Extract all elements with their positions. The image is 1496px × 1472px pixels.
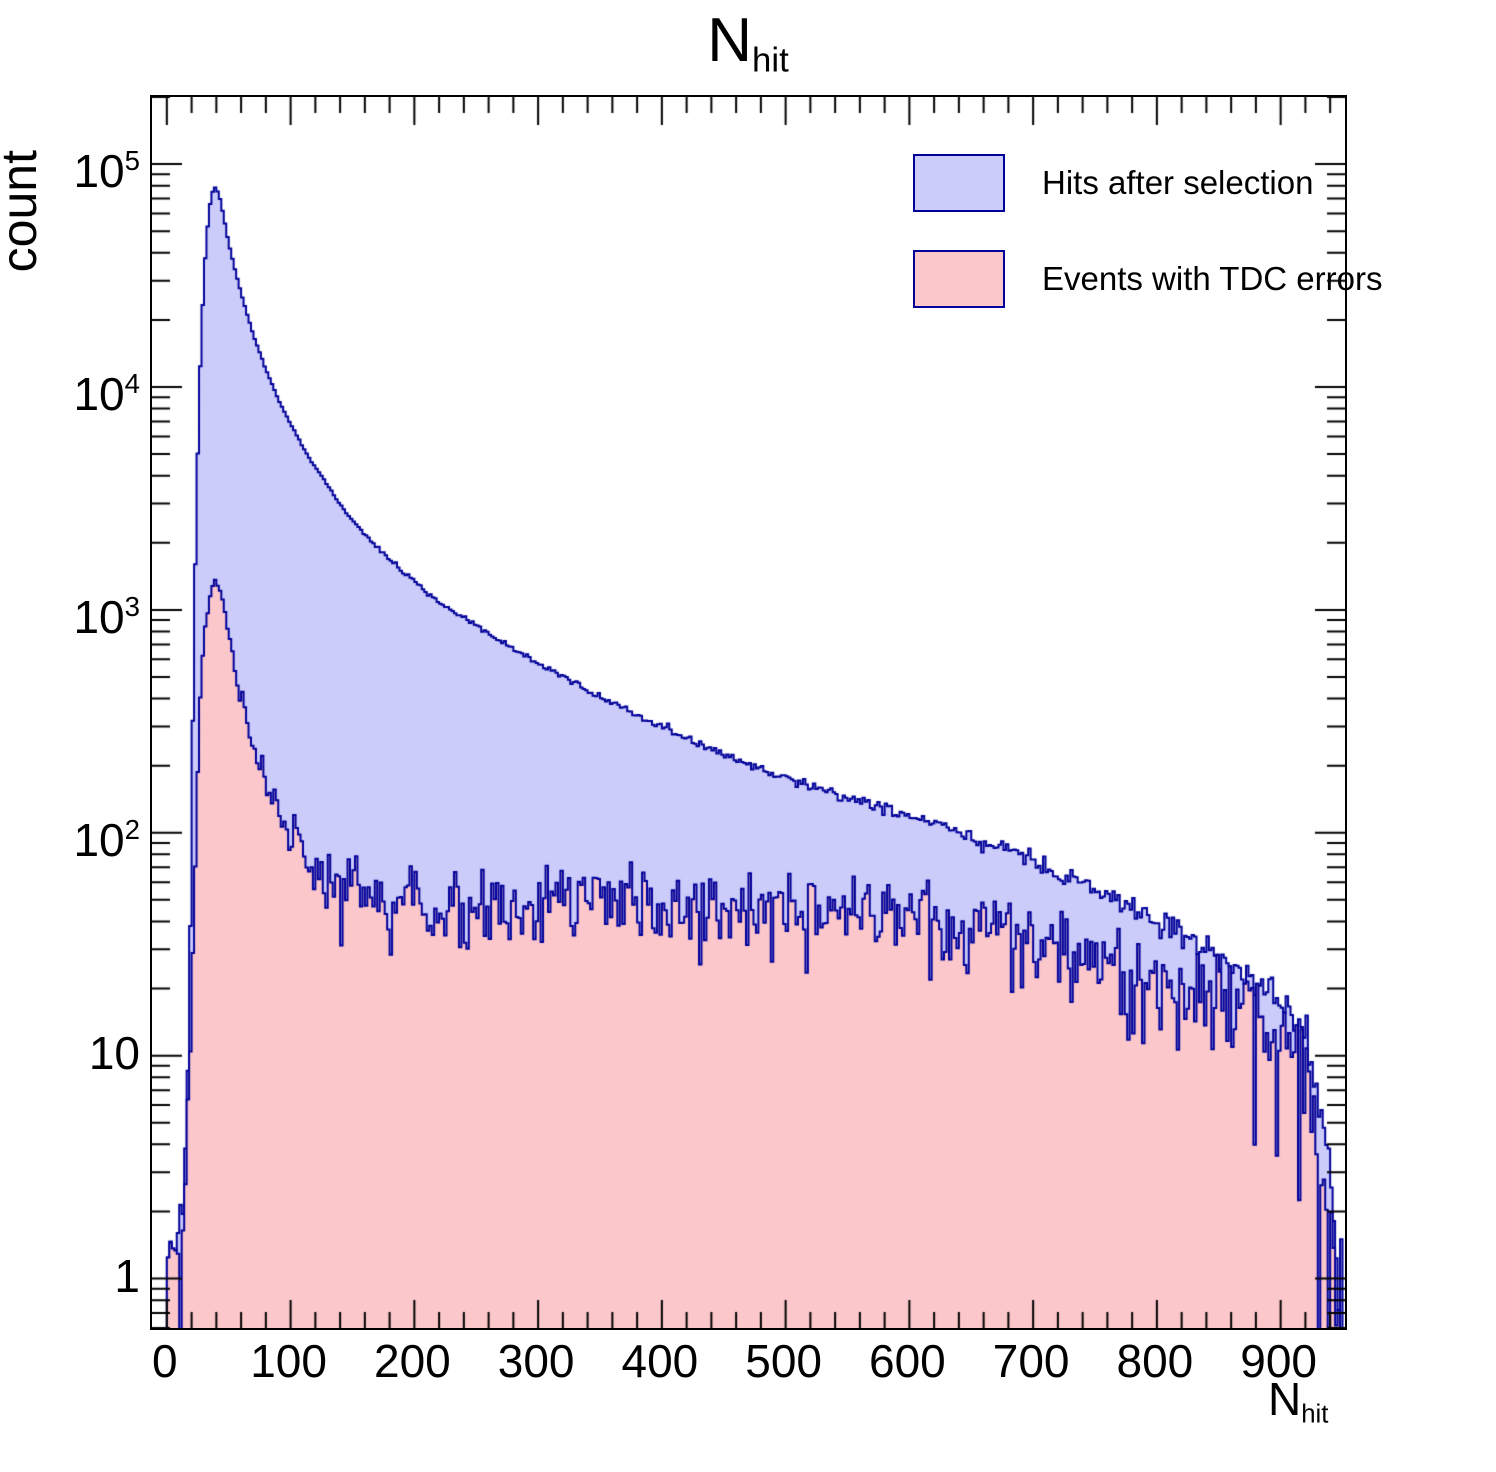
x-axis-title-subscript: hit: [1301, 1400, 1329, 1429]
legend-entry-events-with-tdc-errors: Events with TDC errors: [913, 249, 1382, 309]
x-tick-label: 300: [497, 1335, 575, 1387]
legend-label-hits-after-selection: Hits after selection: [1042, 164, 1314, 201]
y-tick-label: 10: [89, 1030, 140, 1076]
legend-label-events-with-tdc-errors: Events with TDC errors: [1042, 260, 1383, 297]
title-subscript: hit: [752, 41, 789, 80]
x-tick-label: 600: [869, 1335, 946, 1387]
x-tick-label: 200: [373, 1335, 451, 1387]
y-tick-label: 102: [73, 807, 140, 863]
y-tick-mantissa: 10: [73, 590, 125, 643]
y-tick-label: 1: [114, 1253, 140, 1299]
histogram-canvas: [152, 97, 1345, 1328]
y-tick-mantissa: 10: [73, 145, 125, 198]
title-base: N: [707, 6, 753, 75]
x-tick-label: 500: [745, 1335, 822, 1387]
y-tick-label: 104: [73, 361, 140, 417]
legend-swatch-hits-after-selection: [913, 154, 1005, 212]
legend: Hits after selection Events with TDC err…: [913, 153, 1382, 345]
y-tick-exponent: 2: [124, 813, 140, 845]
legend-swatch-events-with-tdc-errors: [913, 250, 1005, 308]
y-tick-mantissa: 10: [73, 368, 125, 421]
page-title: Nhit: [0, 6, 1496, 95]
x-tick-label: 700: [992, 1335, 1070, 1387]
x-tick-label: 900: [1240, 1335, 1318, 1387]
plot-frame: [150, 95, 1347, 1330]
y-tick-exponent: 5: [124, 145, 140, 177]
y-tick-exponent: 4: [124, 367, 140, 399]
x-axis-title: Nhit: [1268, 1374, 1328, 1440]
legend-entry-hits-after-selection: Hits after selection: [913, 153, 1313, 213]
y-tick-label: 105: [73, 138, 140, 194]
y-axis-title: count: [0, 150, 47, 273]
x-axis-title-base: N: [1268, 1373, 1302, 1425]
x-tick-label: 800: [1116, 1335, 1194, 1387]
x-tick-label: 400: [621, 1335, 699, 1387]
y-tick-mantissa: 1: [114, 1249, 140, 1302]
y-tick-label: 103: [73, 584, 140, 640]
y-tick-mantissa: 10: [73, 813, 125, 866]
y-tick-exponent: 3: [124, 590, 140, 622]
y-tick-mantissa: 10: [88, 1026, 140, 1079]
x-tick-label: 0: [152, 1335, 178, 1387]
x-tick-label: 100: [250, 1335, 327, 1387]
